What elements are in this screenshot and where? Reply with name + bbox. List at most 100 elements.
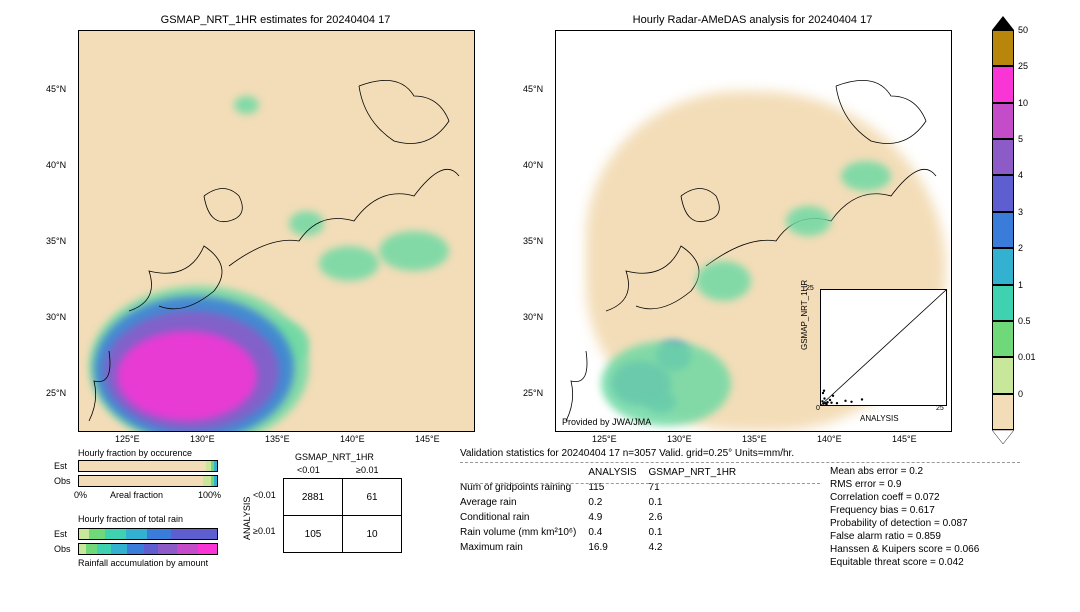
cont-col-header: GSMAP_NRT_1HR xyxy=(295,452,374,462)
metric-line: Hanssen & Kuipers score = 0.066 xyxy=(830,543,979,556)
metric-line: Mean abs error = 0.2 xyxy=(830,465,979,478)
ytick: 40°N xyxy=(46,160,66,170)
ytick: 30°N xyxy=(523,312,543,322)
xtick: 125°E xyxy=(592,434,617,444)
attribution: Provided by JWA/JMA xyxy=(562,417,651,427)
val-row-label: Average rain xyxy=(460,495,588,510)
val-cell: 16.9 xyxy=(588,540,648,555)
ytick: 25°N xyxy=(46,388,66,398)
colorbar-segment xyxy=(992,175,1014,211)
val-hdr: GSMAP_NRT_1HR xyxy=(649,465,749,480)
scatter-tick: 0 xyxy=(816,405,820,412)
xtick: 145°E xyxy=(892,434,917,444)
bar-segment xyxy=(171,529,217,539)
bar-segment xyxy=(147,529,172,539)
colorbar-label: 3 xyxy=(1018,207,1023,217)
coastline-left xyxy=(79,31,474,431)
val-hdr: ANALYSIS xyxy=(588,465,648,480)
totalrain-obs-bar xyxy=(78,543,218,555)
bar-segment xyxy=(158,544,177,554)
divider xyxy=(460,462,1020,463)
bar-segment xyxy=(86,544,97,554)
right-map-title: Hourly Radar-AMeDAS analysis for 2024040… xyxy=(555,14,950,26)
metric-line: Probability of detection = 0.087 xyxy=(830,517,979,530)
metric-line: RMS error = 0.9 xyxy=(830,478,979,491)
scatter-tick: 25 xyxy=(806,285,814,292)
totalrain-title: Hourly fraction of total rain xyxy=(78,514,183,524)
colorbar-label: 10 xyxy=(1018,98,1028,108)
bar-segment xyxy=(214,476,217,486)
validation-title: Validation statistics for 20240404 17 n=… xyxy=(460,448,794,459)
xtick: 140°E xyxy=(340,434,365,444)
bar-segment xyxy=(144,544,158,554)
colorbar-segment xyxy=(992,212,1014,248)
bar-segment xyxy=(203,476,211,486)
metric-line: Frequency bias = 0.617 xyxy=(830,504,979,517)
divider xyxy=(460,483,820,484)
bar-segment xyxy=(105,529,126,539)
precip-blob xyxy=(841,161,891,191)
metric-line: False alarm ratio = 0.859 xyxy=(830,530,979,543)
ytick: 35°N xyxy=(46,236,66,246)
scatter-inset xyxy=(820,289,947,406)
colorbar-label: 0.01 xyxy=(1018,352,1036,362)
colorbar-label: 0 xyxy=(1018,389,1023,399)
xtick: 135°E xyxy=(742,434,767,444)
bar-segment xyxy=(89,529,106,539)
precip-blob xyxy=(601,341,731,426)
occurrence-obs-bar xyxy=(78,475,218,487)
totalrain-est-bar xyxy=(78,528,218,540)
xtick: 140°E xyxy=(817,434,842,444)
ytick: 25°N xyxy=(523,388,543,398)
scatter-xlabel: ANALYSIS xyxy=(860,414,899,423)
xtick: 130°E xyxy=(190,434,215,444)
occurrence-title: Hourly fraction by occurence xyxy=(78,448,192,458)
bar-label: Est xyxy=(54,529,67,539)
colorbar-label: 2 xyxy=(1018,243,1023,253)
bar-segment xyxy=(198,544,217,554)
colorbar-segment xyxy=(992,394,1014,430)
colorbar-segment xyxy=(992,357,1014,393)
cont-cell: 105 xyxy=(284,516,343,553)
ytick: 45°N xyxy=(523,84,543,94)
val-cell: 0.1 xyxy=(649,525,749,540)
bar-label: Obs xyxy=(54,476,71,486)
bar-segment xyxy=(214,461,217,471)
bar-segment xyxy=(126,529,147,539)
bar-label: Obs xyxy=(54,544,71,554)
val-cell: 2.6 xyxy=(649,510,749,525)
bar-segment xyxy=(79,529,89,539)
colorbar-label: 0.5 xyxy=(1018,316,1031,326)
colorbar-label: 50 xyxy=(1018,25,1028,35)
contingency-table: 288161 10510 xyxy=(283,478,402,553)
bar-segment xyxy=(111,544,128,554)
colorbar-segment xyxy=(992,139,1014,175)
colorbar-segment xyxy=(992,285,1014,321)
bar-segment xyxy=(79,476,203,486)
colorbar-label: 4 xyxy=(1018,170,1023,180)
val-cell: 0.2 xyxy=(588,495,648,510)
left-map-panel xyxy=(78,30,475,432)
colorbar-segment xyxy=(992,321,1014,357)
val-row-label: Rain volume (mm km²10⁶) xyxy=(460,525,588,540)
axis-label: 0% xyxy=(74,490,87,500)
totalrain-caption: Rainfall accumulation by amount xyxy=(78,558,208,568)
colorbar-label: 5 xyxy=(1018,134,1023,144)
validation-table: ANALYSISGSMAP_NRT_1HR Num of gridpoints … xyxy=(460,465,748,555)
bar-segment xyxy=(97,544,111,554)
ytick: 45°N xyxy=(46,84,66,94)
precip-blob xyxy=(696,261,751,301)
cont-row-label: <0.01 xyxy=(253,490,276,500)
val-cell: 0.1 xyxy=(649,495,749,510)
validation-metrics: Mean abs error = 0.2RMS error = 0.9Corre… xyxy=(830,465,979,569)
cont-cell: 61 xyxy=(343,479,402,516)
bar-segment xyxy=(127,544,144,554)
cont-cell: 10 xyxy=(343,516,402,553)
val-row-label: Maximum rain xyxy=(460,540,588,555)
ytick: 30°N xyxy=(46,312,66,322)
bar-segment xyxy=(79,544,86,554)
colorbar-label: 1 xyxy=(1018,280,1023,290)
colorbar-segment xyxy=(992,66,1014,102)
colorbar-segment xyxy=(992,30,1014,66)
cont-row-header: ANALYSIS xyxy=(242,497,252,540)
